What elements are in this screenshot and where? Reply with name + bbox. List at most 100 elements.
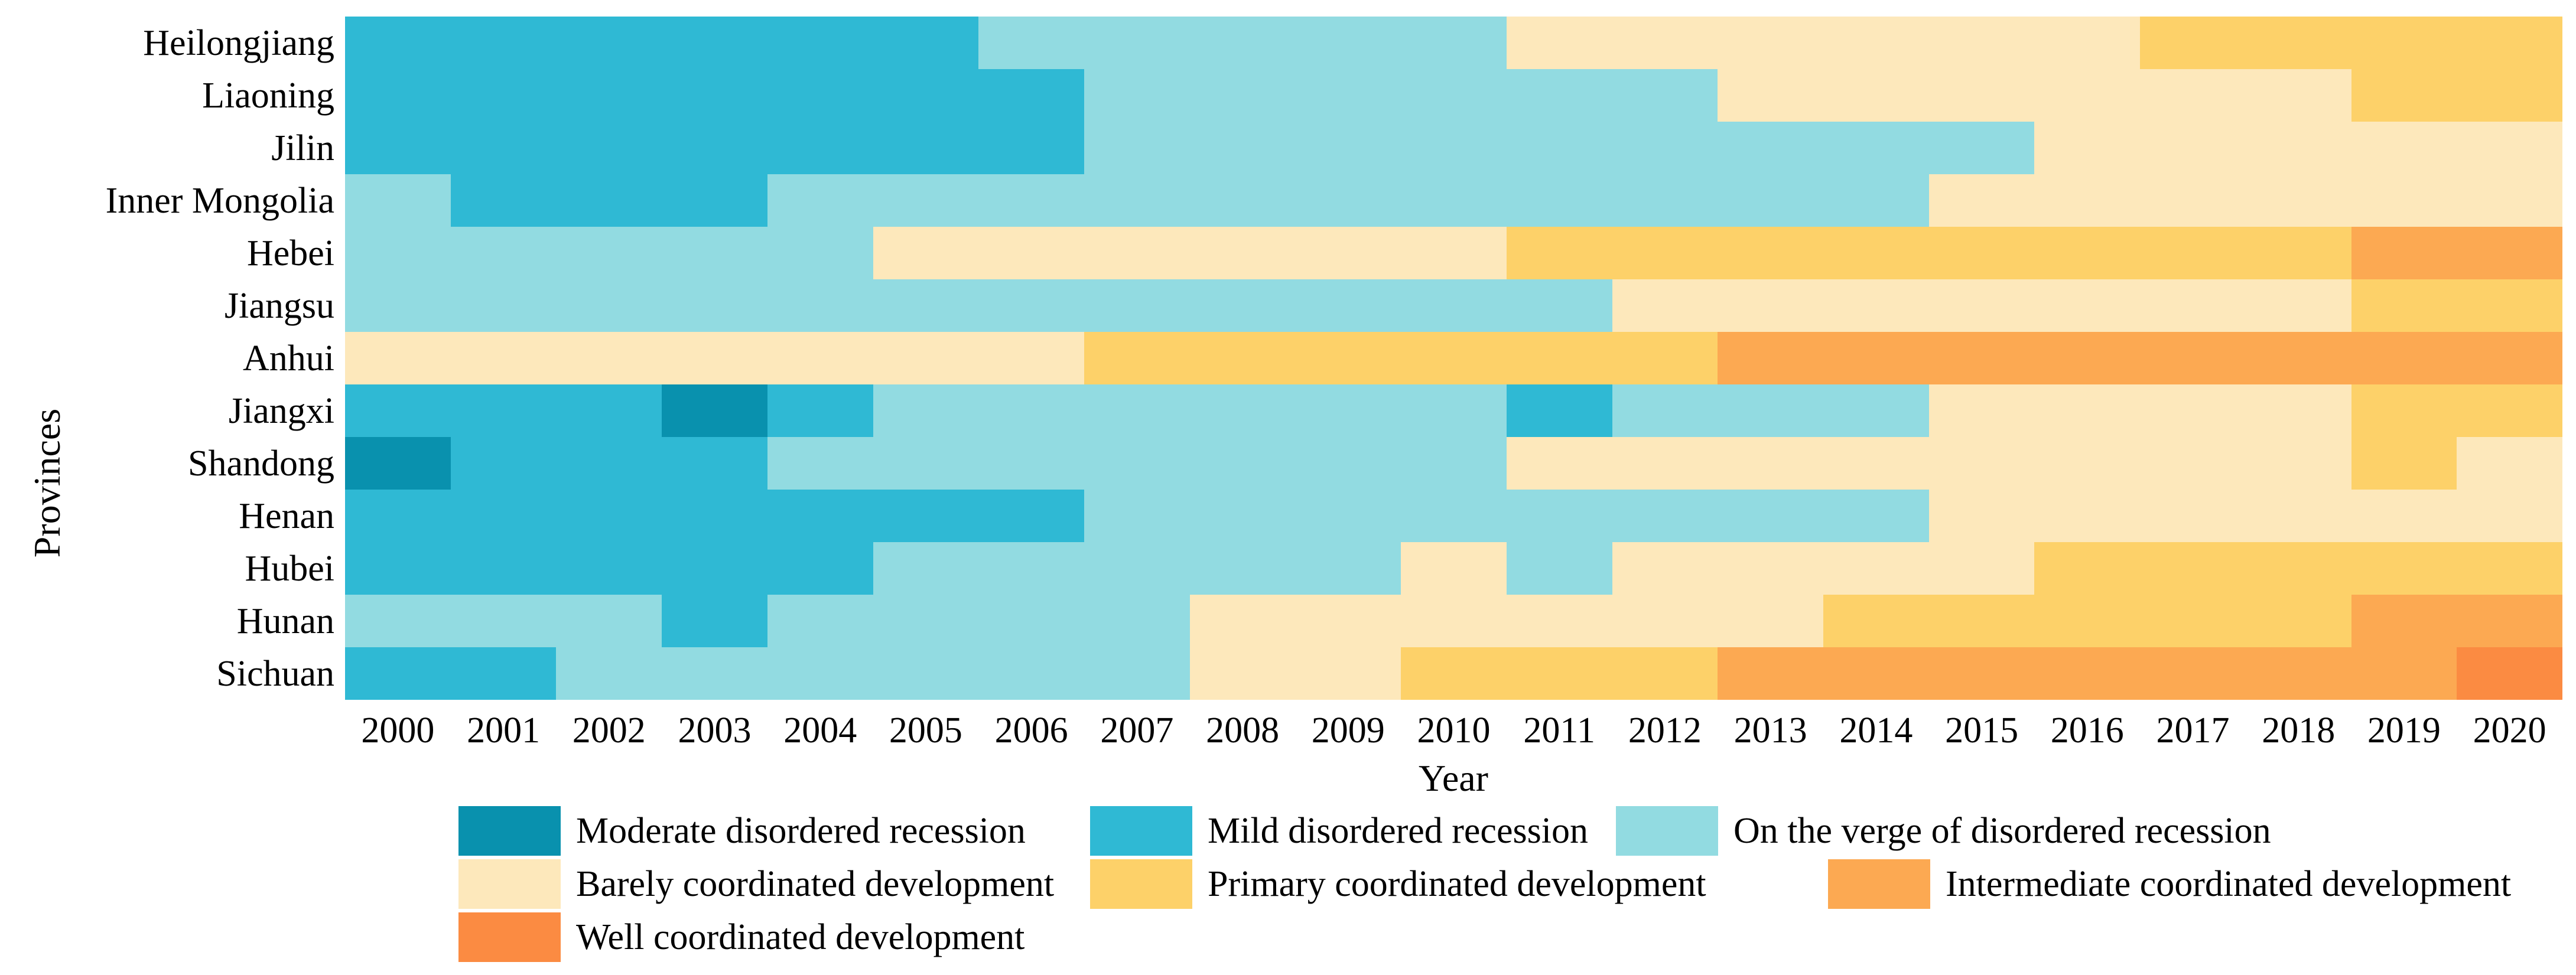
heatmap-cell (767, 332, 873, 384)
y-tick-label: Shandong (188, 443, 334, 484)
x-tick-label: 2012 (1628, 710, 1702, 751)
heatmap-cell (662, 279, 767, 332)
heatmap-cell (767, 490, 873, 542)
heatmap-cell (2351, 174, 2457, 227)
legend-swatch-verge (1616, 806, 1718, 856)
heatmap-cell (1084, 69, 1190, 122)
heatmap-cell (1295, 227, 1401, 279)
x-axis-title: Year (1419, 757, 1488, 799)
heatmap-cell (1823, 437, 1929, 490)
heatmap-cell (1506, 384, 1612, 437)
heatmap-cell (1823, 647, 1929, 700)
heatmap-cell (2245, 332, 2351, 384)
heatmap-cell (2457, 69, 2562, 122)
x-tick-label: 2005 (889, 710, 962, 751)
heatmap-cell (1928, 595, 2035, 647)
heatmap-cell (978, 279, 1084, 332)
heatmap-cell (1928, 174, 2035, 227)
heatmap-cell (1718, 227, 1823, 279)
heatmap-cell (2140, 279, 2246, 332)
y-tick-label: Sichuan (216, 653, 334, 694)
heatmap-cell (1295, 595, 1401, 647)
legend-swatch-mild (1090, 806, 1192, 856)
heatmap-cell (1928, 647, 2035, 700)
heatmap-cell (2457, 227, 2562, 279)
x-tick-label: 2000 (361, 710, 435, 751)
y-tick-label: Hebei (246, 233, 334, 273)
heatmap-cell (1084, 490, 1190, 542)
heatmap-cell (1401, 384, 1507, 437)
heatmap-cell (1084, 279, 1190, 332)
heatmap-cell (767, 279, 873, 332)
heatmap-cell (345, 384, 451, 437)
heatmap-cell (2034, 647, 2141, 700)
heatmap-cell (1506, 174, 1612, 227)
heatmap-cell (1506, 595, 1612, 647)
heatmap-cell (1823, 595, 1929, 647)
heatmap-cell (978, 332, 1084, 384)
heatmap-cell (556, 437, 662, 490)
heatmap-cell (2140, 595, 2246, 647)
heatmap-cell (1189, 17, 1296, 69)
heatmap-cell (662, 17, 767, 69)
heatmap-cell (767, 17, 873, 69)
legend-label: On the verge of disordered recession (1733, 811, 2271, 851)
heatmap-cell (1823, 332, 1929, 384)
heatmap-cell (767, 437, 873, 490)
legend-label: Intermediate coordinated development (1946, 864, 2512, 904)
heatmap-cell (1506, 17, 1612, 69)
heatmap-cell (2140, 384, 2246, 437)
heatmap-cell (1295, 332, 1401, 384)
heatmap-cell (450, 384, 557, 437)
heatmap-cell (450, 332, 557, 384)
heatmap-cell (662, 332, 767, 384)
heatmap-cell (1612, 384, 1718, 437)
heatmap-cell (1823, 490, 1929, 542)
heatmap-cell (2351, 647, 2457, 700)
heatmap-cell (767, 122, 873, 174)
legend-item-moderate-disordered-recession: Moderate disordered recession (458, 806, 1026, 856)
heatmap-cell (1718, 17, 1823, 69)
heatmap-cell (2457, 542, 2562, 595)
heatmap-cell (978, 437, 1084, 490)
heatmap-cell (1928, 122, 2035, 174)
heatmap-cell (2034, 542, 2141, 595)
heatmap-cell (1084, 384, 1190, 437)
heatmap-cell (2245, 227, 2351, 279)
y-tick-label: Jilin (271, 128, 334, 168)
heatmap-cell (2457, 332, 2562, 384)
heatmap-cell (1928, 332, 2035, 384)
heatmap-cell (1084, 17, 1190, 69)
heatmap-cell (873, 122, 979, 174)
y-tick-label: Henan (239, 495, 334, 536)
heatmap-cell (556, 490, 662, 542)
heatmap-cell (1506, 437, 1612, 490)
heatmap-cell (2245, 17, 2351, 69)
heatmap-cell (1823, 122, 1929, 174)
heatmap-cell (2351, 595, 2457, 647)
legend-label: Moderate disordered recession (576, 811, 1026, 851)
y-tick-label: Heilongjiang (143, 22, 334, 63)
heatmap-cell (345, 595, 451, 647)
heatmap-cell (1401, 69, 1507, 122)
heatmap-cell (662, 384, 767, 437)
heatmap-cell (2351, 279, 2457, 332)
heatmap-cell (450, 542, 557, 595)
heatmap-cell (662, 69, 767, 122)
heatmap-cell (1928, 384, 2035, 437)
heatmap-cell (978, 595, 1084, 647)
heatmap-cell (1295, 384, 1401, 437)
heatmap-cell (1823, 384, 1929, 437)
heatmap-cell (345, 437, 451, 490)
heatmap-cell (767, 227, 873, 279)
heatmap-cell (1295, 279, 1401, 332)
heatmap-cell (345, 647, 451, 700)
heatmap-cell (1823, 17, 1929, 69)
heatmap-cell (556, 647, 662, 700)
heatmap-cell (2140, 69, 2246, 122)
heatmap-cell (873, 69, 979, 122)
heatmap-cell (1823, 69, 1929, 122)
y-tick-label: Inner Mongolia (105, 180, 334, 221)
heatmap-cell (345, 279, 451, 332)
